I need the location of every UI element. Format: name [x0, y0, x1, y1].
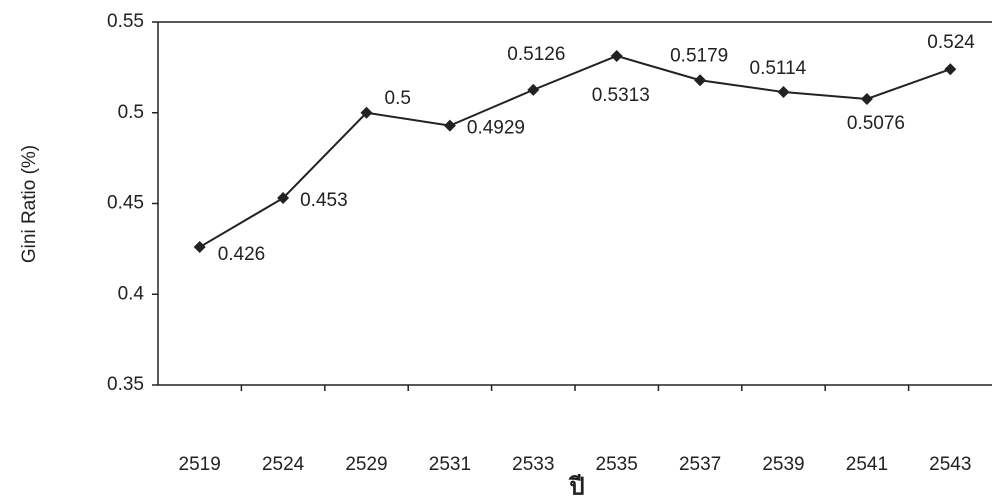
x-tick-label: 2533 — [512, 454, 554, 475]
marker — [443, 119, 456, 132]
y-tick-label: 0.5 — [118, 102, 144, 123]
marker — [777, 86, 790, 99]
data-label: 0.5126 — [507, 44, 565, 65]
marker — [610, 49, 623, 62]
x-tick-label: 2543 — [929, 454, 971, 475]
data-label: 0.4929 — [467, 118, 525, 139]
x-tick-label: 2541 — [846, 454, 888, 475]
x-tick-label: 2535 — [596, 454, 638, 475]
data-label: 0.5114 — [750, 58, 807, 79]
marker — [527, 83, 540, 96]
x-tick-label: 2524 — [262, 454, 305, 475]
marker — [694, 74, 707, 87]
data-label: 0.5 — [385, 88, 411, 109]
marker — [193, 241, 206, 254]
data-label: 0.5179 — [670, 45, 728, 66]
marker — [277, 192, 290, 205]
marker — [860, 92, 873, 105]
marker — [944, 63, 957, 76]
data-label: 0.426 — [218, 244, 266, 265]
data-label: 0.5076 — [847, 113, 905, 134]
x-tick-label: 2539 — [762, 454, 804, 475]
x-tick-label: 2537 — [679, 454, 721, 475]
data-label: 0.453 — [300, 190, 348, 211]
y-tick-label: 0.45 — [107, 193, 144, 214]
marker — [360, 106, 373, 119]
y-tick-label: 0.55 — [107, 11, 144, 32]
x-axis-label: ปี — [568, 473, 584, 500]
x-tick-label: 2529 — [345, 454, 387, 475]
line — [199, 54, 951, 248]
x-tick-label: 2531 — [429, 454, 471, 475]
x-tick-label: 2519 — [179, 454, 221, 475]
y-axis-label: Gini Ratio (%) — [19, 145, 40, 263]
y-tick-label: 0.4 — [118, 283, 145, 304]
data-label: 0.524 — [927, 32, 975, 53]
data-label: 0.5313 — [592, 85, 650, 106]
y-tick-label: 0.35 — [107, 374, 144, 395]
